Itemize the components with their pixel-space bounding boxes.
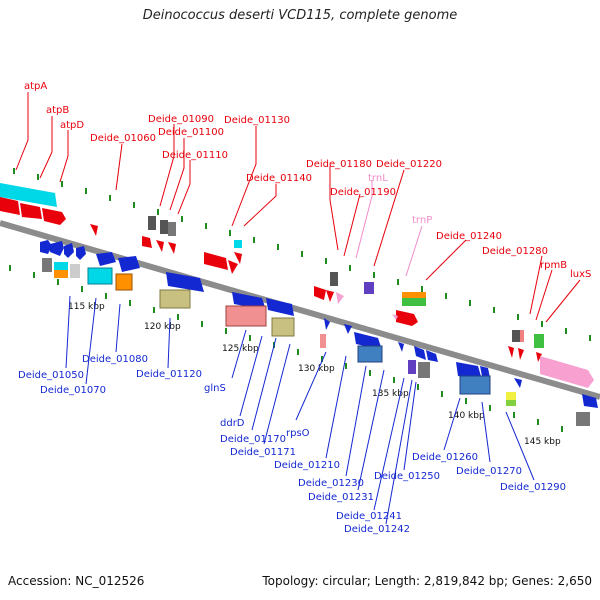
- gene-label-atpB: atpB: [46, 105, 69, 116]
- gene-label-deide-01210: Deide_01210: [274, 460, 340, 471]
- gene-label-deide-01242: Deide_01242: [344, 524, 410, 535]
- gene-label-deide-01171: Deide_01171: [230, 447, 296, 458]
- gene-label-deide-01130: Deide_01130: [224, 115, 290, 126]
- gene-label-deide-01080: Deide_01080: [82, 354, 148, 365]
- map-title: Deinococcus deserti VCD115, complete gen…: [142, 8, 458, 23]
- gene-label-deide-01260: Deide_01260: [412, 452, 478, 463]
- gene-label-deide-01190: Deide_01190: [330, 187, 396, 198]
- scale-label: 135 kbp: [372, 389, 409, 399]
- gene-label-luxS: luxS: [570, 269, 591, 280]
- top-leaders-pink: [355, 180, 423, 277]
- gene-label-deide-01280: Deide_01280: [482, 246, 548, 257]
- gene-label-deide-01250: Deide_01250: [374, 471, 440, 482]
- gene-label-deide-01120: Deide_01120: [136, 369, 202, 380]
- gene-label-deide-01170: Deide_01170: [220, 434, 286, 445]
- top-leaders: [15, 92, 581, 323]
- gene-label-deide-01050: Deide_01050: [18, 370, 84, 381]
- gene-label-atpA: atpA: [24, 81, 47, 92]
- scale-label: 130 kbp: [298, 364, 335, 374]
- tick-track-inner: [9, 265, 563, 432]
- gene-label-deide-01231: Deide_01231: [308, 492, 374, 503]
- gene-label-glnS: glnS: [204, 383, 226, 394]
- gene-label-deide-01110: Deide_01110: [162, 150, 228, 161]
- gene-label-rpsO: rpsO: [286, 428, 310, 439]
- gene-label-deide-01070: Deide_01070: [40, 385, 106, 396]
- gene-label-deide-01140: Deide_01140: [246, 173, 312, 184]
- gene-label-deide-01180: Deide_01180: [306, 159, 372, 170]
- gene-track-outer: [0, 183, 544, 362]
- scale-label: 115 kbp: [68, 302, 105, 312]
- gene-label-deide-01241: Deide_01241: [336, 511, 402, 522]
- gene-label-trnL: trnL: [368, 173, 388, 184]
- scale-label: 120 kbp: [144, 322, 181, 332]
- gene-label-deide-01220: Deide_01220: [376, 159, 442, 170]
- accession-text: Accession: NC_012526: [8, 574, 145, 588]
- gene-label-atpD: atpD: [60, 120, 84, 131]
- gene-label-deide-01090: Deide_01090: [148, 114, 214, 125]
- scale-label: 140 kbp: [448, 411, 485, 421]
- gene-label-deide-01100: Deide_01100: [158, 127, 224, 138]
- gene-label-deide-01230: Deide_01230: [298, 478, 364, 489]
- genome-summary-text: Topology: circular; Length: 2,819,842 bp…: [262, 574, 592, 588]
- gene-label-ddrD: ddrD: [220, 418, 245, 429]
- gene-label-deide-01240: Deide_01240: [436, 231, 502, 242]
- gene-label-deide-01060: Deide_01060: [90, 133, 156, 144]
- gene-track-inner: [40, 240, 598, 426]
- gene-label-rpmB: rpmB: [540, 260, 567, 271]
- top-labels: atpA atpB atpD Deide_01060 Deide_01090 D…: [24, 81, 591, 280]
- scale-label: 145 kbp: [524, 437, 561, 447]
- gene-label-trnP: trnP: [412, 215, 432, 226]
- genome-backbone: [0, 220, 600, 400]
- gene-label-deide-01270: Deide_01270: [456, 466, 522, 477]
- bottom-labels: Deide_01050 Deide_01070 Deide_01080 Deid…: [18, 354, 566, 535]
- tick-track-outer: [13, 168, 591, 341]
- bottom-leaders: [65, 295, 535, 525]
- gene-label-deide-01290: Deide_01290: [500, 482, 566, 493]
